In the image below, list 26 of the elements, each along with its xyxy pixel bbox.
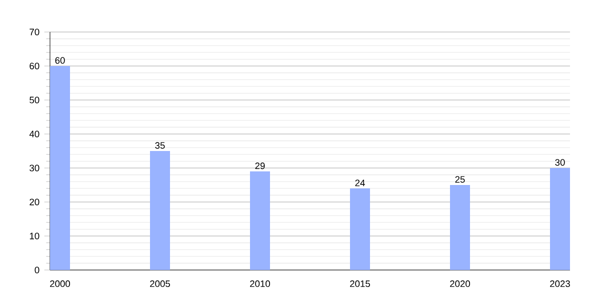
- y-tick-label: 10: [30, 232, 40, 240]
- x-tick-label: 2015: [350, 280, 370, 288]
- data-label: 29: [255, 162, 265, 170]
- bar: [50, 66, 70, 270]
- y-tick-label: 0: [34, 266, 40, 274]
- y-tick-label: 20: [30, 198, 40, 206]
- x-tick-label: 2010: [250, 280, 270, 288]
- data-label: 35: [155, 142, 165, 149]
- x-tick-label: 2020: [450, 280, 470, 288]
- bar: [150, 151, 170, 270]
- y-tick-label: 40: [29, 130, 40, 138]
- x-tick-label: 2023: [550, 280, 570, 288]
- y-tick-label: 70: [30, 28, 40, 36]
- data-label: 25: [455, 176, 465, 183]
- y-tick-label: 50: [30, 96, 40, 104]
- bar: [450, 185, 470, 270]
- bar: [350, 188, 370, 270]
- x-tick-label: 2000: [50, 280, 70, 288]
- bar: [550, 168, 570, 270]
- data-label: 30: [555, 159, 565, 166]
- y-tick-label: 30: [30, 164, 40, 172]
- data-label: 24: [355, 180, 365, 186]
- x-tick-label: 2005: [150, 280, 170, 288]
- data-label: 60: [55, 57, 65, 64]
- bar: [250, 171, 270, 270]
- y-tick-label: 60: [30, 62, 40, 70]
